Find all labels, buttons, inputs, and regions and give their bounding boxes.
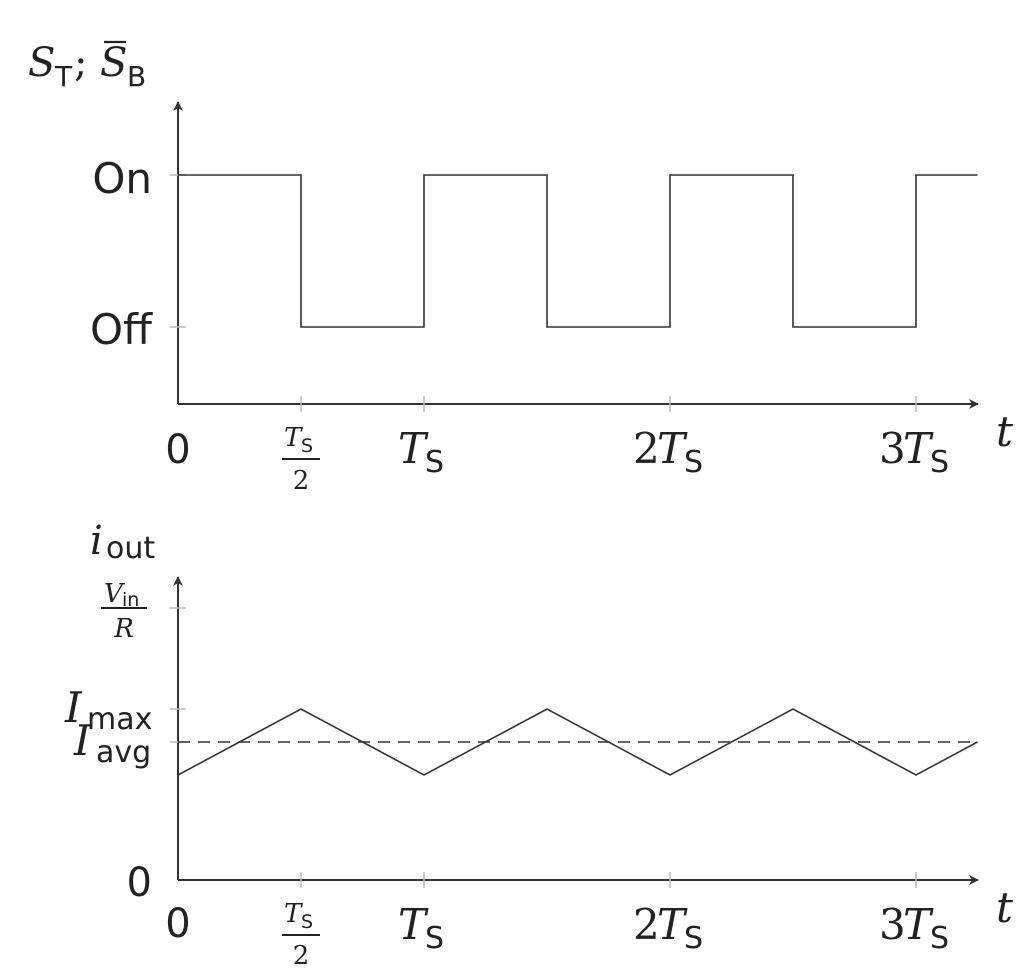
output-current-series [177,708,978,776]
switch-3ts-sub: S [930,445,949,480]
current-ylabel-imax: I max [64,683,152,737]
current-2ts-sub: S [684,921,703,956]
current-half-num: T [284,899,303,929]
current-ylabel-vin-r: V in R [101,579,147,644]
switch-state-series [178,174,978,328]
current-2ts-coef: 2 [633,900,660,949]
current-iavg-sub: avg [96,735,151,770]
current-xlabel-2ts: 2 T S [633,900,703,956]
switch-y-label-sub-top: T [54,60,73,93]
current-imax-main: I [64,683,83,732]
switch-level-on: On [92,154,152,203]
switch-xlabel-2ts: 2 T S [633,424,703,480]
current-xlabel-zero: 0 [165,901,190,947]
switch-half-num: T [284,423,303,453]
switch-level-off: Off [90,305,153,354]
current-ts-sub: S [425,921,444,956]
current-vin-den: R [113,614,134,644]
current-iavg-main: I [73,716,92,765]
current-ts-main: T [398,900,429,949]
current-vin-num: V [104,579,125,609]
switch-y-axis-label: S T ; S B [28,40,146,93]
switch-half-num-sub: S [301,435,313,457]
current-xlabel-half-ts: T S 2 [282,899,320,971]
switch-xlabel-ts: T S [398,424,444,480]
current-y-label-main: i [90,518,103,564]
switch-state-plot: S T ; S B On Off 0 T S 2 T S [28,40,1013,496]
switch-3ts-main: T [903,424,934,473]
current-2ts-main: T [657,900,688,949]
switch-y-label-separator: ; [74,40,87,86]
current-y-label-sub: out [106,531,155,566]
current-3ts-sub: S [930,921,949,956]
switch-2ts-coef: 2 [633,424,660,473]
current-xlabel-ts: T S [398,900,444,956]
current-ylabel-zero: 0 [127,860,152,906]
current-y-axis-label: i out [90,518,155,566]
current-ylabel-iavg: I avg [73,716,151,770]
current-x-axis-label: t [996,883,1013,932]
switch-ts-main: T [398,424,429,473]
switch-y-label-s-bottom: S [100,40,127,86]
switch-y-label-s-top: S [28,40,55,86]
switch-2ts-main: T [657,424,688,473]
switch-ts-sub: S [425,445,444,480]
switch-2ts-sub: S [684,445,703,480]
output-current-plot: i out V in R I max I avg 0 0 [64,518,1013,971]
current-3ts-main: T [903,900,934,949]
switch-xlabel-zero: 0 [165,427,190,473]
switch-xlabel-3ts: 3 T S [879,424,949,480]
current-xlabel-3ts: 3 T S [879,900,949,956]
switch-xlabel-half-ts: T S 2 [282,423,320,496]
switch-x-axis-label: t [996,407,1013,456]
current-half-den: 2 [293,941,310,971]
current-imax-sub: max [87,702,152,737]
current-3ts-coef: 3 [879,900,906,949]
switch-3ts-coef: 3 [879,424,906,473]
current-vin-num-sub: in [122,589,139,611]
switch-y-label-sub-bottom: B [127,60,146,93]
switch-half-den: 2 [293,466,310,496]
current-half-num-sub: S [301,911,313,933]
